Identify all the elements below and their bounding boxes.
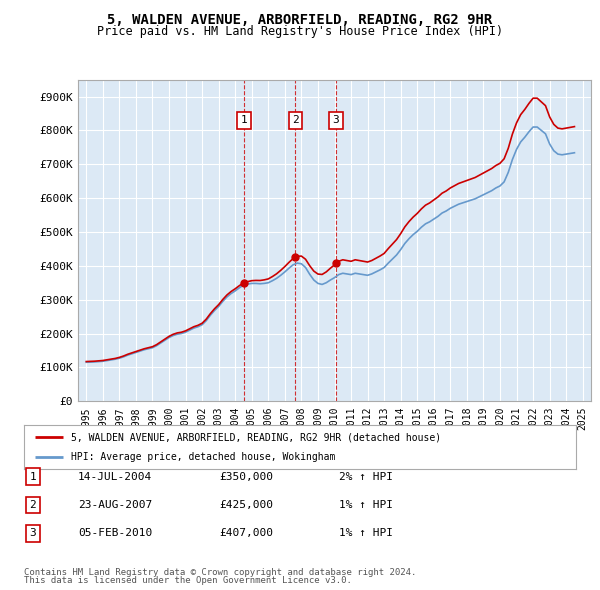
Text: £425,000: £425,000 xyxy=(219,500,273,510)
Text: Price paid vs. HM Land Registry's House Price Index (HPI): Price paid vs. HM Land Registry's House … xyxy=(97,25,503,38)
Text: 2: 2 xyxy=(292,115,299,125)
Text: HPI: Average price, detached house, Wokingham: HPI: Average price, detached house, Woki… xyxy=(71,452,335,461)
Text: 1% ↑ HPI: 1% ↑ HPI xyxy=(339,500,393,510)
Text: 5, WALDEN AVENUE, ARBORFIELD, READING, RG2 9HR: 5, WALDEN AVENUE, ARBORFIELD, READING, R… xyxy=(107,13,493,27)
Text: 3: 3 xyxy=(29,529,37,538)
Text: Contains HM Land Registry data © Crown copyright and database right 2024.: Contains HM Land Registry data © Crown c… xyxy=(24,568,416,577)
Text: £350,000: £350,000 xyxy=(219,472,273,481)
Text: £407,000: £407,000 xyxy=(219,529,273,538)
Text: 14-JUL-2004: 14-JUL-2004 xyxy=(78,472,152,481)
Text: 5, WALDEN AVENUE, ARBORFIELD, READING, RG2 9HR (detached house): 5, WALDEN AVENUE, ARBORFIELD, READING, R… xyxy=(71,432,441,442)
Text: 2% ↑ HPI: 2% ↑ HPI xyxy=(339,472,393,481)
Text: 05-FEB-2010: 05-FEB-2010 xyxy=(78,529,152,538)
Text: 1% ↑ HPI: 1% ↑ HPI xyxy=(339,529,393,538)
Text: 1: 1 xyxy=(29,472,37,481)
Text: 1: 1 xyxy=(241,115,248,125)
Text: 2: 2 xyxy=(29,500,37,510)
Text: 23-AUG-2007: 23-AUG-2007 xyxy=(78,500,152,510)
Text: This data is licensed under the Open Government Licence v3.0.: This data is licensed under the Open Gov… xyxy=(24,576,352,585)
Text: 3: 3 xyxy=(332,115,340,125)
